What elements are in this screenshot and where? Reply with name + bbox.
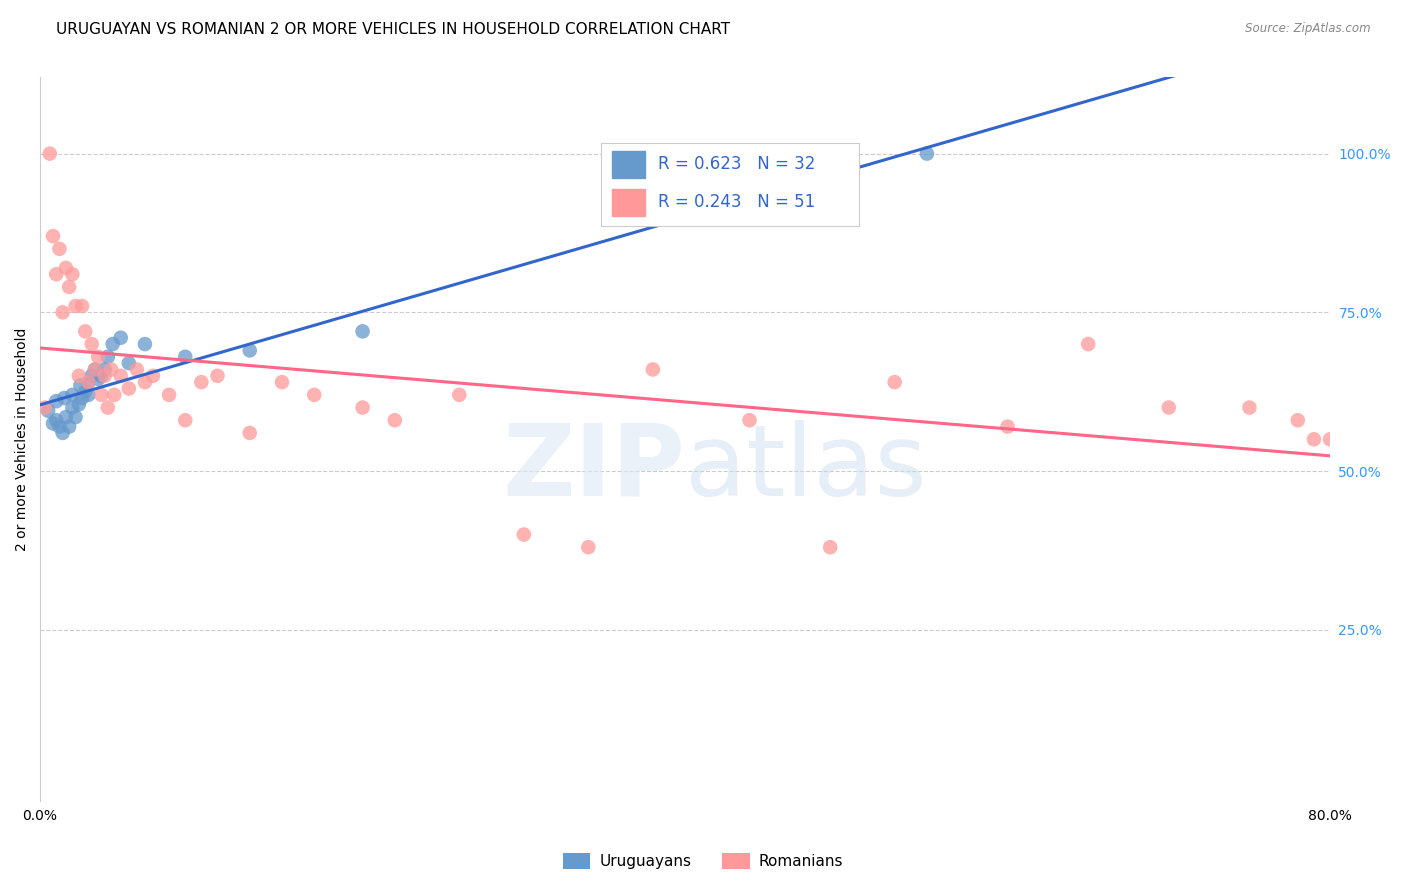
Point bbox=[118, 382, 141, 396]
Point bbox=[93, 368, 115, 383]
Point bbox=[641, 362, 664, 376]
Point bbox=[87, 350, 110, 364]
Text: ZIP: ZIP bbox=[502, 420, 685, 516]
Point bbox=[449, 388, 471, 402]
Point bbox=[42, 417, 65, 431]
Point bbox=[65, 410, 87, 425]
Point bbox=[70, 391, 93, 405]
Point bbox=[67, 397, 90, 411]
Point bbox=[103, 388, 125, 402]
Point bbox=[55, 260, 77, 275]
Text: Source: ZipAtlas.com: Source: ZipAtlas.com bbox=[1246, 22, 1371, 36]
Point bbox=[42, 229, 65, 244]
Point bbox=[134, 337, 156, 351]
Point bbox=[1319, 432, 1341, 446]
Point bbox=[110, 368, 132, 383]
Point bbox=[818, 540, 841, 554]
Point bbox=[60, 267, 83, 281]
Point bbox=[90, 388, 112, 402]
Point bbox=[97, 401, 120, 415]
Text: URUGUAYAN VS ROMANIAN 2 OR MORE VEHICLES IN HOUSEHOLD CORRELATION CHART: URUGUAYAN VS ROMANIAN 2 OR MORE VEHICLES… bbox=[56, 22, 730, 37]
Point bbox=[915, 146, 938, 161]
Point bbox=[60, 388, 83, 402]
Point bbox=[53, 391, 76, 405]
Point bbox=[110, 331, 132, 345]
Point bbox=[84, 362, 107, 376]
Point bbox=[174, 413, 197, 427]
Point bbox=[118, 356, 141, 370]
Point bbox=[55, 410, 77, 425]
Point bbox=[69, 378, 91, 392]
Point bbox=[239, 425, 262, 440]
Point bbox=[1157, 401, 1180, 415]
Point bbox=[38, 146, 60, 161]
Point bbox=[34, 401, 56, 415]
Point bbox=[190, 375, 212, 389]
Point bbox=[134, 375, 156, 389]
Point bbox=[1327, 425, 1350, 440]
Point bbox=[75, 324, 97, 338]
Point bbox=[302, 388, 325, 402]
Point bbox=[883, 375, 905, 389]
Point bbox=[174, 350, 197, 364]
Point bbox=[80, 368, 103, 383]
Point bbox=[37, 403, 59, 417]
Point bbox=[90, 368, 112, 383]
Point bbox=[70, 299, 93, 313]
Point bbox=[65, 299, 87, 313]
Point bbox=[997, 419, 1019, 434]
Point bbox=[239, 343, 262, 358]
Point bbox=[207, 368, 229, 383]
Point bbox=[77, 375, 100, 389]
Point bbox=[142, 368, 165, 383]
Point bbox=[48, 419, 70, 434]
Point bbox=[52, 305, 75, 319]
Y-axis label: 2 or more Vehicles in Household: 2 or more Vehicles in Household bbox=[15, 327, 30, 551]
Point bbox=[84, 362, 107, 376]
Point bbox=[45, 267, 67, 281]
Point bbox=[77, 375, 100, 389]
Point bbox=[48, 242, 70, 256]
Point bbox=[75, 384, 97, 399]
Point bbox=[100, 362, 122, 376]
Point bbox=[93, 362, 115, 376]
Point bbox=[1077, 337, 1099, 351]
Point bbox=[97, 350, 120, 364]
Point bbox=[45, 394, 67, 409]
Point bbox=[157, 388, 180, 402]
Point bbox=[67, 368, 90, 383]
Point bbox=[738, 413, 761, 427]
Point bbox=[513, 527, 536, 541]
Legend: Uruguayans, Romanians: Uruguayans, Romanians bbox=[557, 847, 849, 875]
Point bbox=[60, 401, 83, 415]
Point bbox=[77, 388, 100, 402]
Point bbox=[384, 413, 406, 427]
Point bbox=[45, 413, 67, 427]
Point bbox=[87, 372, 110, 386]
Point bbox=[271, 375, 294, 389]
Point bbox=[101, 337, 124, 351]
Point bbox=[80, 337, 103, 351]
Point bbox=[1286, 413, 1309, 427]
Point bbox=[1239, 401, 1261, 415]
Point bbox=[125, 362, 148, 376]
Point bbox=[576, 540, 599, 554]
Point bbox=[58, 280, 80, 294]
Point bbox=[52, 425, 75, 440]
Point bbox=[352, 324, 374, 338]
Text: atlas: atlas bbox=[685, 420, 927, 516]
Point bbox=[58, 419, 80, 434]
Point bbox=[1303, 432, 1326, 446]
Point bbox=[352, 401, 374, 415]
